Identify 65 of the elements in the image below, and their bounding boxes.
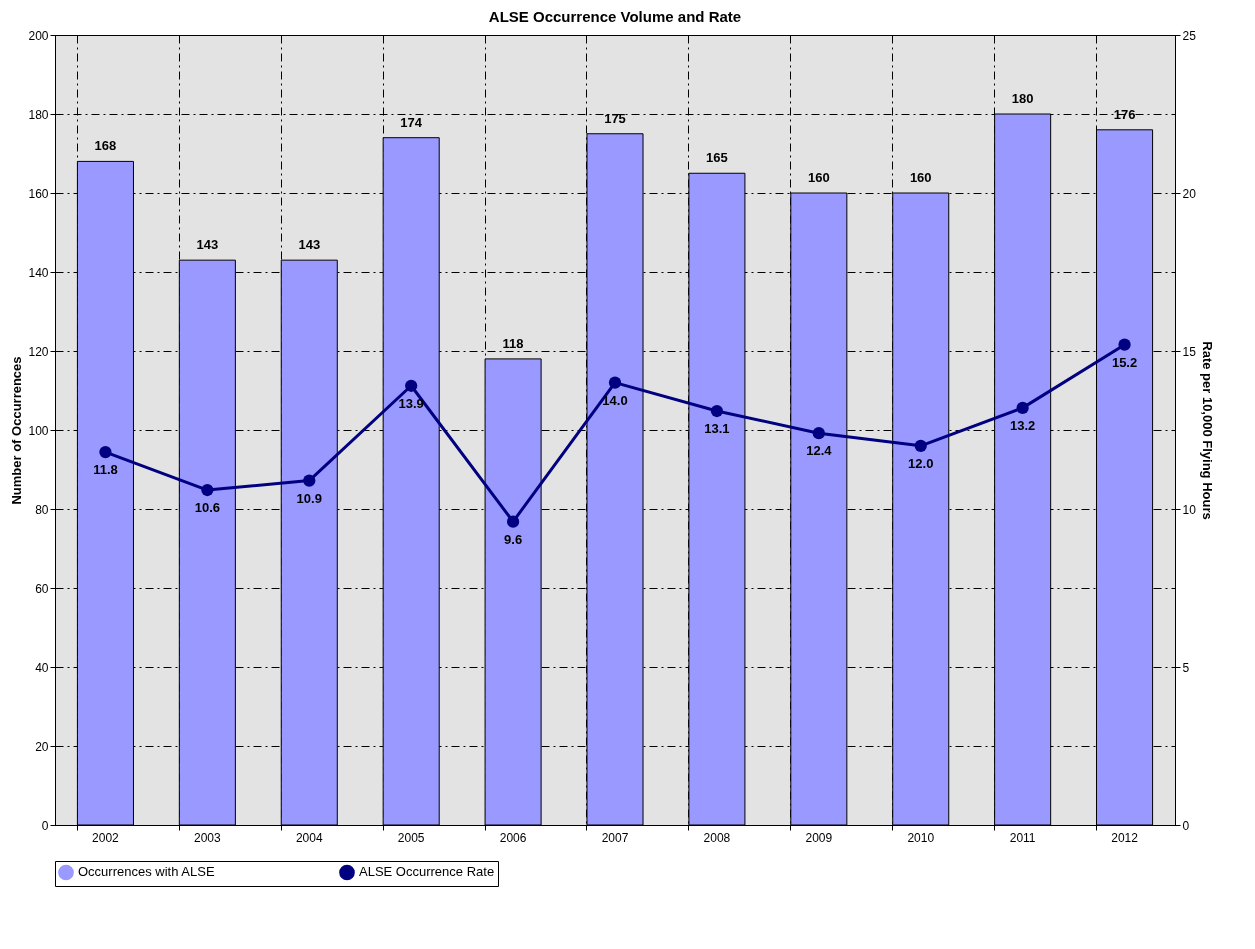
data-label: 160 (909, 170, 932, 185)
y2-tick-label: 20 (1182, 186, 1197, 201)
y-tick-label: 100 (28, 423, 49, 438)
data-label: 165 (706, 150, 728, 166)
point (405, 379, 418, 392)
data-label: 9.6 (504, 531, 523, 547)
data-label: 12.0 (908, 455, 934, 471)
data-label: 118 (502, 335, 524, 351)
y-tick-label: 140 (28, 265, 49, 280)
point (201, 483, 214, 497)
y2-tick-label: 15 (1182, 344, 1197, 359)
x-tick-label: 2002 (92, 830, 120, 845)
y2-tick-label: 0 (1182, 818, 1190, 833)
point (1118, 338, 1131, 351)
x-tick-label: 2003 (194, 830, 222, 845)
point (99, 446, 112, 459)
x-tick-label: 2010 (907, 830, 935, 845)
x-tick-label: 2012 (1111, 830, 1139, 845)
y2-tick-label: 25 (1182, 28, 1197, 43)
y-tick-label: 160 (28, 186, 49, 201)
x-tick-label: 2006 (499, 830, 527, 845)
data-label: 14.0 (602, 392, 628, 408)
data-label: 10.6 (194, 500, 221, 516)
y-tick-label: 60 (35, 581, 49, 596)
y2-tick-label: 10 (1182, 502, 1197, 517)
x-tick-label: 2005 (397, 830, 425, 845)
x-tick-label: 2008 (703, 830, 731, 845)
y2-tick-label: 5 (1182, 660, 1190, 675)
data-label: 13.1 (704, 421, 730, 437)
chart-title: ALSE Occurrence Volume and Rate (488, 8, 742, 25)
y-axis-title: Number of Occurrences (9, 356, 25, 505)
point (506, 515, 520, 528)
x-tick-label: 2009 (805, 830, 833, 845)
legend-label: Occurrences with ALSE (78, 864, 215, 880)
y-tick-label: 0 (41, 818, 49, 833)
y-tick-label: 120 (28, 344, 49, 359)
y-tick-label: 180 (28, 107, 49, 122)
y2-axis-title: Rate per 10,000 Flying Hours (1199, 341, 1215, 520)
data-label: 10.9 (296, 490, 322, 506)
point (914, 439, 927, 452)
data-label: 15.2 (1111, 354, 1138, 370)
data-label: 180 (1011, 91, 1034, 106)
point (1016, 401, 1029, 414)
data-label: 11.8 (93, 462, 118, 478)
point (303, 474, 316, 487)
point (812, 427, 825, 440)
data-label: 160 (807, 170, 830, 185)
data-label: 143 (196, 237, 219, 253)
x-tick-label: 2011 (1009, 830, 1036, 845)
data-label: 12.4 (806, 443, 833, 459)
y-tick-label: 200 (28, 28, 49, 43)
y-tick-label: 80 (35, 502, 49, 517)
data-label: 13.2 (1009, 417, 1036, 433)
data-label: 13.9 (398, 395, 424, 411)
data-label: 143 (298, 237, 321, 253)
y-tick-label: 20 (35, 739, 49, 754)
point (608, 376, 622, 389)
x-tick-label: 2004 (295, 830, 323, 845)
y-tick-label: 40 (35, 660, 49, 675)
legend-label: ALSE Occurrence Rate (359, 864, 495, 880)
data-label: 174 (400, 114, 423, 130)
data-label: 176 (1113, 106, 1136, 122)
data-label: 168 (94, 138, 117, 154)
point (710, 404, 724, 418)
x-tick-label: 2007 (601, 830, 629, 845)
